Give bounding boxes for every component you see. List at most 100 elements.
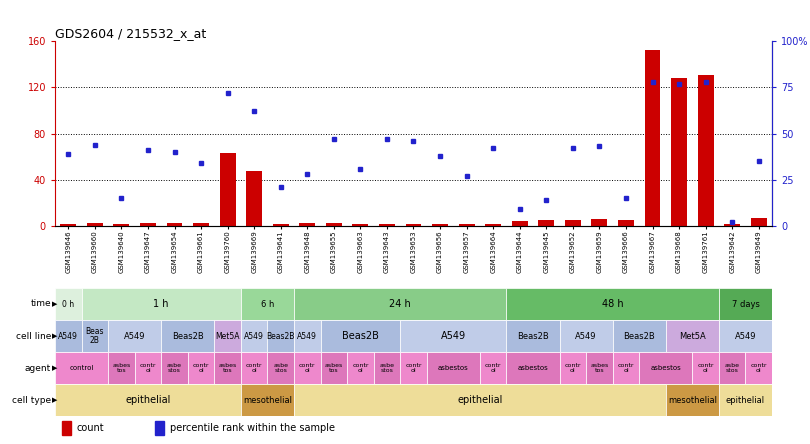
Text: percentile rank within the sample: percentile rank within the sample <box>170 423 335 433</box>
Bar <box>745 352 772 384</box>
Bar <box>506 320 560 352</box>
Bar <box>326 222 342 226</box>
Text: A549: A549 <box>124 332 146 341</box>
Bar <box>506 352 560 384</box>
Bar <box>719 320 772 352</box>
Text: contr
ol: contr ol <box>193 363 209 373</box>
Bar <box>267 320 294 352</box>
Bar <box>512 222 527 226</box>
Text: contr
ol: contr ol <box>618 363 634 373</box>
Text: count: count <box>76 423 104 433</box>
Text: A549: A549 <box>297 332 318 341</box>
Text: contr
ol: contr ol <box>139 363 156 373</box>
Text: A549: A549 <box>441 331 466 341</box>
Text: cell line: cell line <box>15 332 51 341</box>
Bar <box>161 352 188 384</box>
Text: ▶: ▶ <box>52 397 58 403</box>
Text: asbes
tos: asbes tos <box>325 363 343 373</box>
Text: asbes
tos: asbes tos <box>219 363 237 373</box>
Bar <box>400 352 427 384</box>
Text: Beas2B: Beas2B <box>172 332 203 341</box>
Text: ▶: ▶ <box>52 365 58 371</box>
Text: A549: A549 <box>58 332 79 341</box>
Bar <box>719 352 745 384</box>
Bar <box>321 320 400 352</box>
Text: Beas
2B: Beas 2B <box>86 327 104 345</box>
Bar <box>55 320 82 352</box>
Bar <box>294 384 666 416</box>
Bar <box>246 170 262 226</box>
Bar <box>294 320 321 352</box>
Text: 6 h: 6 h <box>261 300 274 309</box>
Bar <box>87 222 103 226</box>
Text: 1 h: 1 h <box>153 299 169 309</box>
Bar <box>193 222 209 226</box>
Bar <box>586 352 612 384</box>
Bar <box>55 384 241 416</box>
Bar <box>612 320 666 352</box>
Bar <box>161 320 215 352</box>
Text: 7 days: 7 days <box>731 300 760 309</box>
Bar <box>671 78 687 226</box>
Text: contr
ol: contr ol <box>751 363 767 373</box>
Text: asbes
tos: asbes tos <box>113 363 130 373</box>
Bar <box>406 224 421 226</box>
Text: time: time <box>30 300 51 309</box>
Bar <box>432 224 448 226</box>
Text: control: control <box>70 365 94 371</box>
Text: asbestos: asbestos <box>438 365 469 371</box>
Bar <box>618 220 634 226</box>
Bar <box>241 288 294 320</box>
Text: asbe
stos: asbe stos <box>725 363 740 373</box>
Text: asbes
tos: asbes tos <box>590 363 608 373</box>
Text: mesothelial: mesothelial <box>667 396 717 404</box>
Bar <box>427 352 480 384</box>
Bar <box>565 220 581 226</box>
Text: contr
ol: contr ol <box>405 363 422 373</box>
Bar <box>156 421 164 435</box>
Text: GDS2604 / 215532_x_at: GDS2604 / 215532_x_at <box>55 27 207 40</box>
Text: cell type: cell type <box>12 396 51 404</box>
Bar <box>373 352 400 384</box>
Bar <box>591 219 608 226</box>
Text: asbe
stos: asbe stos <box>167 363 182 373</box>
Bar <box>294 352 321 384</box>
Text: A549: A549 <box>245 332 264 341</box>
Bar <box>140 222 156 226</box>
Bar <box>539 220 554 226</box>
Text: Beas2B: Beas2B <box>266 332 295 341</box>
Text: ▶: ▶ <box>52 333 58 339</box>
Bar <box>485 224 501 226</box>
Bar <box>719 288 772 320</box>
Text: mesothelial: mesothelial <box>243 396 292 404</box>
Bar <box>241 384 294 416</box>
Bar <box>751 218 767 226</box>
Bar <box>400 320 506 352</box>
Bar <box>55 352 108 384</box>
Bar <box>321 352 347 384</box>
Bar <box>220 153 236 226</box>
Bar <box>215 352 241 384</box>
Bar <box>62 421 70 435</box>
Bar <box>82 288 241 320</box>
Bar <box>458 224 475 226</box>
Bar <box>55 288 82 320</box>
Text: Met5A: Met5A <box>215 332 240 341</box>
Text: contr
ol: contr ol <box>565 363 581 373</box>
Text: A549: A549 <box>735 332 757 341</box>
Bar <box>215 320 241 352</box>
Bar <box>82 320 108 352</box>
Text: asbestos: asbestos <box>650 365 681 371</box>
Text: Beas2B: Beas2B <box>517 332 549 341</box>
Bar <box>300 222 315 226</box>
Bar <box>612 352 639 384</box>
Bar <box>273 224 288 226</box>
Bar <box>379 224 395 226</box>
Bar <box>60 224 76 226</box>
Text: asbe
stos: asbe stos <box>379 363 394 373</box>
Bar <box>347 352 373 384</box>
Bar <box>480 352 506 384</box>
Bar <box>134 352 161 384</box>
Text: epithelial: epithelial <box>126 395 171 405</box>
Bar <box>506 288 719 320</box>
